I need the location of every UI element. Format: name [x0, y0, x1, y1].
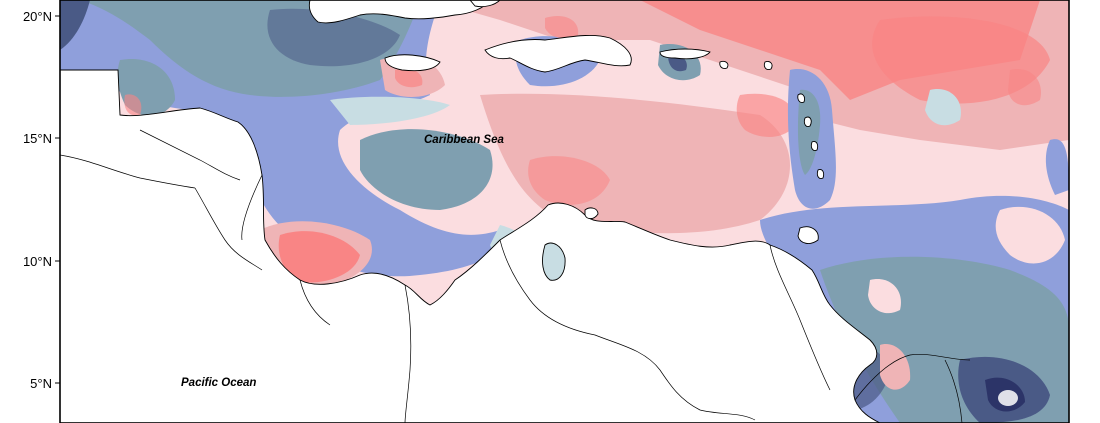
lesser-antilles-6 — [816, 169, 825, 179]
jamaica-island — [384, 54, 441, 72]
caribbean-sea-label: Caribbean Sea — [424, 134, 504, 146]
pacific-ocean-label: Pacific Ocean — [181, 377, 256, 389]
hispaniola-island — [484, 34, 632, 73]
lat-label-20n: 20°N — [23, 9, 52, 24]
trinidad-island — [797, 226, 819, 244]
central-america-landmass — [60, 69, 881, 423]
aruba-curacao — [584, 207, 599, 220]
country-borders — [60, 129, 971, 423]
puerto-rico-island — [659, 48, 711, 60]
cuba-island — [308, 0, 491, 24]
lake-maracaibo — [542, 242, 566, 281]
anomaly-field — [60, 0, 1069, 423]
lesser-antilles-4 — [803, 116, 812, 127]
latitude-ticks — [55, 15, 60, 384]
lat-label-15n: 15°N — [23, 131, 52, 146]
lat-label-10n: 10°N — [23, 254, 52, 269]
map-frame — [59, 0, 1070, 423]
lesser-antilles-3 — [797, 93, 805, 103]
lat-label-5n: 5°N — [30, 376, 52, 391]
lesser-antilles-5 — [810, 141, 819, 151]
land-masses — [60, 69, 881, 423]
caribbean-islands — [308, 0, 825, 244]
lesser-antilles-1 — [719, 60, 729, 69]
lesser-antilles-2 — [763, 61, 773, 70]
